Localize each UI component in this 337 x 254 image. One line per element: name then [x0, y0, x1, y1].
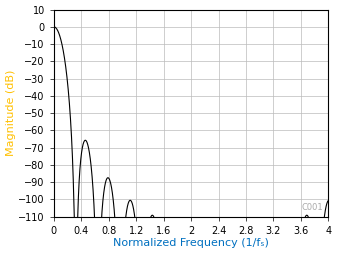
Text: C001: C001 — [301, 203, 323, 213]
X-axis label: Normalized Frequency (1/fₛ): Normalized Frequency (1/fₛ) — [113, 239, 269, 248]
Y-axis label: Magnitude (dB): Magnitude (dB) — [5, 70, 16, 156]
